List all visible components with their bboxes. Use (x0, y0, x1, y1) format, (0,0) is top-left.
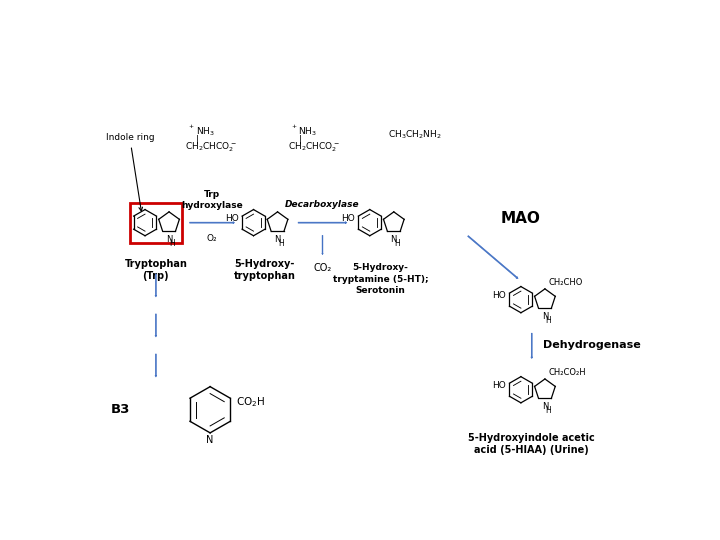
Text: HO: HO (492, 291, 506, 300)
Text: 5-Hydroxy-
tryptamine (5-HT);
Serotonin: 5-Hydroxy- tryptamine (5-HT); Serotonin (333, 264, 428, 295)
Text: N: N (274, 235, 281, 244)
Text: Decarboxylase: Decarboxylase (285, 200, 360, 209)
Text: N: N (391, 235, 397, 244)
Text: B3: B3 (111, 403, 130, 416)
Text: 5-Hydroxyindole acetic
acid (5-HIAA) (Urine): 5-Hydroxyindole acetic acid (5-HIAA) (Ur… (469, 433, 595, 455)
Text: H: H (545, 406, 551, 415)
Text: CH₂CHO: CH₂CHO (549, 278, 583, 287)
Text: CH$_3$CH$_2$NH$_2$: CH$_3$CH$_2$NH$_2$ (388, 129, 442, 141)
Text: $^+$: $^+$ (187, 123, 194, 132)
Text: CH$_2$CHCO$_2^-$: CH$_2$CHCO$_2^-$ (287, 140, 339, 154)
Text: N: N (541, 402, 548, 411)
Text: H: H (394, 239, 400, 248)
Bar (130, 204, 182, 244)
Text: H: H (278, 239, 284, 248)
Text: $^+$: $^+$ (290, 123, 297, 132)
Text: 5-Hydroxy-
tryptophan: 5-Hydroxy- tryptophan (233, 259, 295, 281)
Text: Dehydrogenase: Dehydrogenase (544, 340, 641, 350)
Text: |: | (196, 135, 199, 144)
Text: Indole ring: Indole ring (106, 133, 154, 211)
Text: CH$_2$CHCO$_2^-$: CH$_2$CHCO$_2^-$ (185, 140, 237, 154)
Text: CO$_2$H: CO$_2$H (235, 395, 265, 409)
Text: O₂: O₂ (207, 234, 217, 243)
Text: HO: HO (225, 213, 239, 222)
Text: H: H (545, 316, 551, 325)
Text: N: N (541, 312, 548, 321)
Text: HO: HO (341, 213, 355, 222)
Text: |: | (299, 135, 302, 144)
Text: N: N (166, 235, 172, 244)
Text: Tryptophan
(Trp): Tryptophan (Trp) (125, 259, 187, 281)
Text: MAO: MAO (500, 211, 541, 226)
Text: H: H (169, 239, 175, 248)
Text: CO₂: CO₂ (313, 262, 332, 273)
Text: Trp
hydroxylase: Trp hydroxylase (181, 190, 243, 210)
Text: NH$_3$: NH$_3$ (196, 125, 215, 138)
Text: HO: HO (492, 381, 506, 390)
Text: N: N (207, 435, 214, 445)
Text: CH₂CO₂H: CH₂CO₂H (549, 368, 586, 377)
Text: NH$_3$: NH$_3$ (299, 125, 318, 138)
